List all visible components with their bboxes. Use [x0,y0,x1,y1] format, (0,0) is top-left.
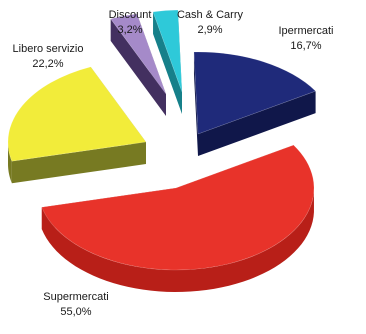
label-name-ipermercati: Ipermercati [278,25,333,37]
slice-discount [110,13,167,95]
slice-supermercati [41,144,315,271]
slice-ipermercati [193,51,317,135]
label-value-discount: 3,2% [117,24,142,36]
label-value-supermercati: 55,0% [60,306,91,318]
slice-cash-carry [152,9,183,93]
slice-side-libero-servizio [8,142,12,184]
slice-edge-discount [110,13,166,116]
label-name-discount: Discount [109,9,152,21]
labels-layer: Ipermercati 16,7% Supermercati 55,0% Lib… [13,9,334,318]
label-name-cash-carry: Cash & Carry [177,9,244,21]
slice-edge-ipermercati [193,52,316,156]
label-value-cash-carry: 2,9% [197,24,222,36]
slice-tops-layer [7,9,317,271]
label-name-supermercati: Supermercati [43,291,108,303]
label-name-libero-servizio: Libero servizio [13,43,84,55]
slice-side-supermercati [41,190,314,292]
label-value-ipermercati: 16,7% [290,40,321,52]
slice-libero-servizio [7,66,147,162]
slice-edge-cash-carry [153,10,182,114]
label-value-libero-servizio: 22,2% [32,58,63,70]
slice-edge-libero-servizio [11,66,147,184]
